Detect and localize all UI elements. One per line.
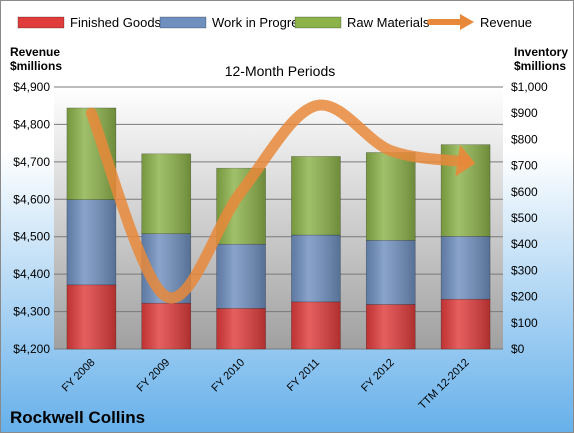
left-tick-label: $4,400 bbox=[13, 267, 50, 281]
legend-label-finished-goods: Finished Goods bbox=[70, 15, 162, 30]
right-tick-label: $500 bbox=[511, 211, 538, 225]
left-axis-title-line1: Revenue bbox=[10, 45, 60, 59]
legend: Finished Goods Work in Progress Raw Materi… bbox=[17, 14, 532, 30]
right-axis-title-line2: $millions bbox=[514, 59, 566, 73]
legend-arrow-revenue bbox=[460, 14, 474, 30]
bar-shade bbox=[141, 153, 191, 234]
left-tick-label: $4,500 bbox=[13, 230, 50, 244]
bar-shade bbox=[366, 240, 416, 305]
right-tick-label: $0 bbox=[511, 342, 525, 356]
revenue-line-group bbox=[85, 99, 476, 304]
left-tick-label: $4,900 bbox=[13, 80, 50, 94]
left-tick-label: $4,200 bbox=[13, 342, 50, 356]
company-name: Rockwell Collins bbox=[10, 408, 145, 427]
bar-shade bbox=[216, 308, 266, 349]
legend-swatch-raw-materials bbox=[294, 16, 342, 29]
revenue-line bbox=[85, 99, 472, 304]
right-tick-label: $300 bbox=[511, 263, 538, 277]
right-tick-label: $200 bbox=[511, 290, 538, 304]
legend-swatch-finished-goods bbox=[17, 16, 65, 29]
right-axis-title-line1: Inventory bbox=[514, 45, 568, 59]
legend-label-raw-materials: Raw Materials bbox=[347, 15, 430, 30]
bar-shade bbox=[441, 299, 491, 349]
right-tick-label: $800 bbox=[511, 132, 538, 146]
bar-shade bbox=[291, 301, 341, 349]
bar-shade bbox=[66, 199, 116, 285]
left-tick-label: $4,300 bbox=[13, 305, 50, 319]
left-axis-ticks: $4,200 $4,300 $4,400 $4,500 $4,600 $4,700 $4,8… bbox=[13, 80, 50, 356]
right-tick-label: $900 bbox=[511, 106, 538, 120]
left-tick-label: $4,600 bbox=[13, 192, 50, 206]
right-tick-label: $600 bbox=[511, 185, 538, 199]
right-tick-label: $100 bbox=[511, 316, 538, 330]
bar-shade bbox=[366, 152, 416, 241]
right-axis-ticks: $0 $100 $200 $300 $400 $500 $600 $700 $800 $900 $1… bbox=[511, 80, 548, 356]
left-tick-label: $4,800 bbox=[13, 117, 50, 131]
left-tick-label: $4,700 bbox=[13, 155, 50, 169]
bar-shade bbox=[291, 156, 341, 236]
right-tick-label: $1,000 bbox=[511, 80, 548, 94]
bars bbox=[66, 107, 491, 350]
legend-label-work-in-progress: Work in Progress bbox=[212, 15, 312, 30]
revenue-arrowhead bbox=[455, 144, 476, 177]
gridlines bbox=[54, 86, 503, 350]
bar-shade bbox=[366, 304, 416, 349]
right-tick-label: $400 bbox=[511, 237, 538, 251]
bar-shade bbox=[66, 284, 116, 349]
chart-title: 12-Month Periods bbox=[225, 63, 336, 79]
right-tick-label: $700 bbox=[511, 159, 538, 173]
legend-label-revenue: Revenue bbox=[480, 15, 532, 30]
legend-swatch-work-in-progress bbox=[159, 16, 207, 29]
bar-shade bbox=[141, 303, 191, 349]
bar-shade bbox=[216, 168, 266, 245]
left-axis-title-line2: $millions bbox=[10, 59, 62, 73]
bar-shade bbox=[291, 235, 341, 302]
bar-shade bbox=[441, 236, 491, 300]
bar-shade bbox=[216, 244, 266, 309]
